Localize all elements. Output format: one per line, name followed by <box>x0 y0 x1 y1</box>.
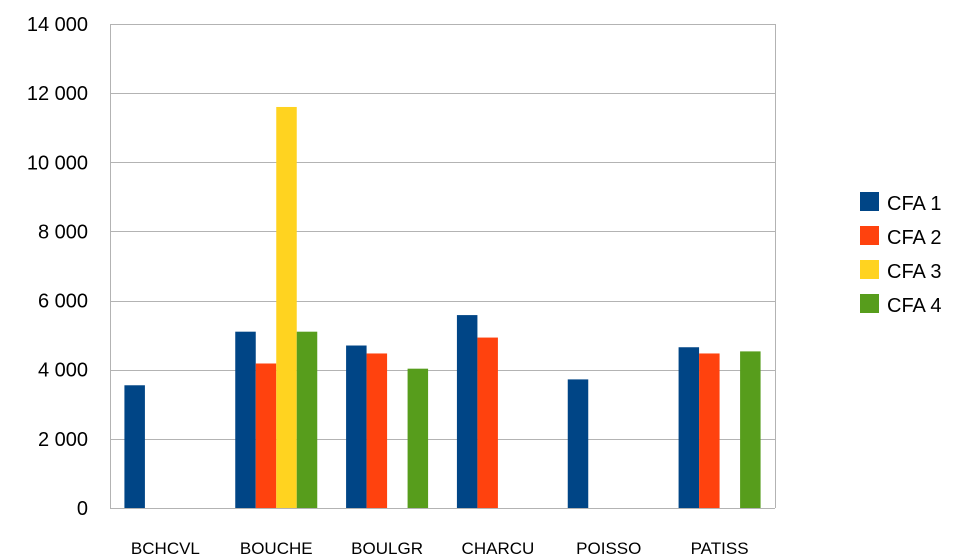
y-tick-label: 6 000 <box>38 291 88 313</box>
bar-cfa-2-boulgr <box>366 353 388 508</box>
bar-cfa-2-bouche <box>255 363 277 508</box>
x-category-label: POISSO <box>576 539 641 556</box>
bar-cfa-1-patiss <box>678 347 700 508</box>
bar-cfa-2-patiss <box>699 353 720 508</box>
bar-cfa-4-bouche <box>296 331 318 508</box>
x-category-label: CHARCU <box>462 539 535 556</box>
y-tick-label: 2 000 <box>38 429 88 451</box>
legend-label: CFA 1 <box>887 193 941 215</box>
bar-cfa-1-bouche <box>235 331 256 508</box>
bar-cfa-2-charcu <box>477 337 498 508</box>
gridlines <box>110 24 776 509</box>
legend-label: CFA 4 <box>887 295 941 317</box>
y-tick-label: 8 000 <box>38 221 88 243</box>
bar-cfa-1-charcu <box>456 315 478 508</box>
x-axis-category-labels: BCHCVL BOUCHE BOULGR CHARCU POISSO PATISS <box>131 539 749 556</box>
y-tick-label: 0 <box>77 498 88 520</box>
legend-swatch <box>860 192 879 211</box>
x-category-label: BCHCVL <box>131 539 200 556</box>
bar-cfa-1-boulgr <box>346 345 367 508</box>
bar-cfa-1-poisso <box>567 379 589 508</box>
bar-cfa-4-boulgr <box>407 368 429 508</box>
y-tick-label: 4 000 <box>38 360 88 382</box>
y-tick-label: 10 000 <box>27 152 88 174</box>
legend-swatch <box>860 294 879 313</box>
x-category-label: BOULGR <box>351 539 423 556</box>
y-tick-label: 14 000 <box>27 14 88 36</box>
bars <box>124 106 761 508</box>
legend-label: CFA 2 <box>887 227 941 249</box>
bar-cfa-3-bouche <box>276 106 297 508</box>
legend-label: CFA 3 <box>887 261 941 283</box>
x-category-label: BOUCHE <box>240 539 313 556</box>
x-category-label: PATISS <box>691 539 749 556</box>
bar-cfa-1-bchcvl <box>124 385 145 508</box>
y-tick-label: 12 000 <box>27 83 88 105</box>
bar-cfa-4-patiss <box>740 351 761 508</box>
y-axis-tick-labels: 0 2 000 4 000 6 000 8 000 10 000 12 000 14 000 <box>27 14 88 520</box>
legend-swatch <box>860 260 879 279</box>
legend-swatch <box>860 226 879 245</box>
legend: CFA 1 CFA 2 CFA 3 CFA 4 <box>860 192 941 317</box>
